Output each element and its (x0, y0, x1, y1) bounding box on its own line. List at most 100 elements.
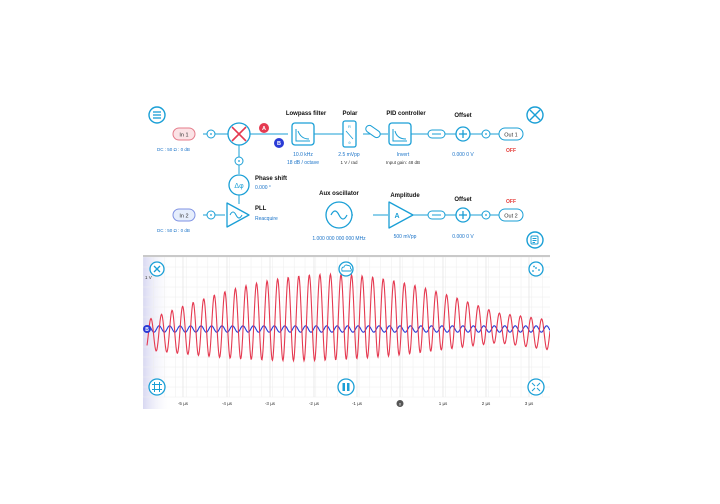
polar-r-icon: R (348, 124, 351, 129)
close-scope-button[interactable] (149, 261, 165, 277)
lowpass-slope[interactable]: 18 dB / octave (287, 160, 319, 166)
x-tick: -4 µs (222, 401, 233, 406)
pid-controller-block[interactable] (388, 122, 412, 146)
cloud-icon (341, 264, 352, 272)
pll-title: PLL (255, 206, 267, 212)
polar-title: Polar (342, 111, 358, 117)
pid-curve-icon (392, 129, 407, 142)
sine-icon (330, 210, 348, 220)
output-2-button[interactable]: Out 2 (498, 208, 524, 222)
lowpass-curve-icon (295, 129, 310, 142)
oscilloscope-panel: 1 V B (143, 257, 550, 409)
x-tick: 1 µs (439, 401, 448, 406)
pll-reacquire-button[interactable]: Reacquire (255, 216, 278, 222)
x-axis-ticks: -5 µs -4 µs -3 µs -2 µs -1 µs 0 1 µs 2 µ… (178, 400, 534, 407)
phase-shift-block[interactable]: Δφ (228, 174, 250, 196)
plus-icon (459, 211, 467, 219)
output-2-multiplier (481, 210, 491, 220)
settings-button[interactable] (526, 106, 544, 124)
svg-text:B: B (145, 327, 149, 333)
offset-2-capsule[interactable] (427, 210, 446, 220)
input-1-multiplier (206, 129, 216, 139)
channel-a-badge[interactable]: A (259, 123, 269, 133)
amplitude-block[interactable]: A (388, 201, 414, 229)
phase-shift-title: Phase shift (255, 176, 287, 182)
pid-mode[interactable]: Invert (397, 152, 410, 158)
panel-divider (143, 255, 550, 257)
grid-toggle-button[interactable] (148, 378, 166, 396)
offset-1-value[interactable]: 0.000 0 V (452, 152, 474, 158)
sine-icon (229, 211, 243, 219)
input-1-button[interactable]: In 1 (172, 127, 196, 141)
mixer-block[interactable] (227, 122, 251, 146)
scope-grid (143, 257, 550, 398)
aux-oscillator-frequency[interactable]: 1.000 000 000 000 MHz (312, 236, 366, 242)
svg-text:A: A (262, 126, 266, 132)
polar-theta-icon: θ (348, 140, 351, 145)
polar-unit: 1 V / rad (340, 160, 358, 165)
offset-2-adder[interactable] (455, 207, 471, 223)
aux-oscillator-block[interactable] (325, 201, 353, 229)
x-tick: -2 µs (309, 401, 320, 406)
mixer-cross-icon (231, 126, 247, 142)
offset-2-value[interactable]: 0.000 0 V (452, 234, 474, 240)
input-2-coupling[interactable]: DC : 50 Ω : 0 dB (157, 228, 190, 233)
input-2-label: In 2 (179, 214, 188, 220)
offset-1-title: Offset (454, 113, 471, 119)
xy-mode-button[interactable] (528, 261, 544, 277)
app-window: In 1 DC : 50 Ω : 0 dB A B Lowpass filter (143, 99, 550, 409)
input-1-label: In 1 (179, 133, 188, 139)
polar-value[interactable]: 2.5 mVpp (338, 152, 360, 158)
output-2-state[interactable]: OFF (506, 199, 516, 205)
scatter-icon (532, 265, 540, 272)
document-icon (530, 235, 539, 245)
x-tick: -3 µs (265, 401, 276, 406)
phase-delta-icon: Δφ (234, 183, 244, 190)
amplitude-title: Amplitude (390, 193, 420, 199)
expand-icon (531, 382, 541, 392)
input-2-button[interactable]: In 2 (172, 208, 196, 222)
output-1-state[interactable]: OFF (506, 148, 516, 154)
channel-b-badge[interactable]: B (274, 138, 284, 148)
aux-oscillator-title: Aux oscillator (319, 191, 359, 197)
x-tick: -5 µs (178, 401, 189, 406)
polar-block[interactable]: R θ (342, 120, 357, 148)
x-tick: 3 µs (525, 401, 534, 406)
svg-text:B: B (277, 141, 281, 147)
trigger-zero-marker[interactable]: 0 (396, 400, 404, 407)
output-1-button[interactable]: Out 1 (498, 127, 524, 141)
lowpass-title: Lowpass filter (286, 111, 327, 117)
signal-chain-schematic: In 1 DC : 50 Ω : 0 dB A B Lowpass filter (148, 106, 544, 249)
pll-block[interactable] (226, 202, 250, 228)
polar-link-capsule[interactable] (364, 124, 381, 139)
pid-title: PID controller (386, 111, 426, 117)
y-scale-label: 1 V (145, 275, 152, 280)
input-1-coupling[interactable]: DC : 50 Ω : 0 dB (157, 147, 190, 152)
amplitude-value[interactable]: 500 mVpp (394, 234, 417, 240)
lowpass-frequency[interactable]: 10.0 kHz (293, 152, 313, 158)
lowpass-filter-block[interactable] (291, 122, 315, 146)
autoscale-button[interactable] (527, 378, 545, 396)
phase-shift-small-multiplier (234, 156, 244, 166)
offset-1-adder[interactable] (455, 126, 471, 142)
pid-gain: Input gain: 48 dB (386, 160, 420, 165)
tools-icon (529, 109, 541, 121)
input-2-multiplier (206, 210, 216, 220)
svg-text:0: 0 (399, 401, 402, 406)
close-icon (153, 265, 161, 273)
x-tick: -1 µs (352, 401, 363, 406)
amplitude-a-icon: A (394, 213, 399, 220)
hamburger-icon (153, 111, 161, 119)
phase-shift-value[interactable]: 0.000 ° (255, 185, 271, 191)
offset-2-title: Offset (454, 197, 471, 203)
output-1-label: Out 1 (504, 133, 517, 139)
plus-icon (459, 130, 467, 138)
pause-button[interactable] (337, 378, 355, 396)
offset-1-capsule[interactable] (427, 129, 446, 139)
cloud-upload-button[interactable] (338, 261, 354, 277)
notes-button[interactable] (526, 231, 544, 249)
x-tick: 2 µs (482, 401, 491, 406)
menu-button[interactable] (148, 106, 166, 124)
output-2-label: Out 2 (504, 214, 517, 220)
trace-b-marker[interactable]: B (143, 325, 151, 333)
